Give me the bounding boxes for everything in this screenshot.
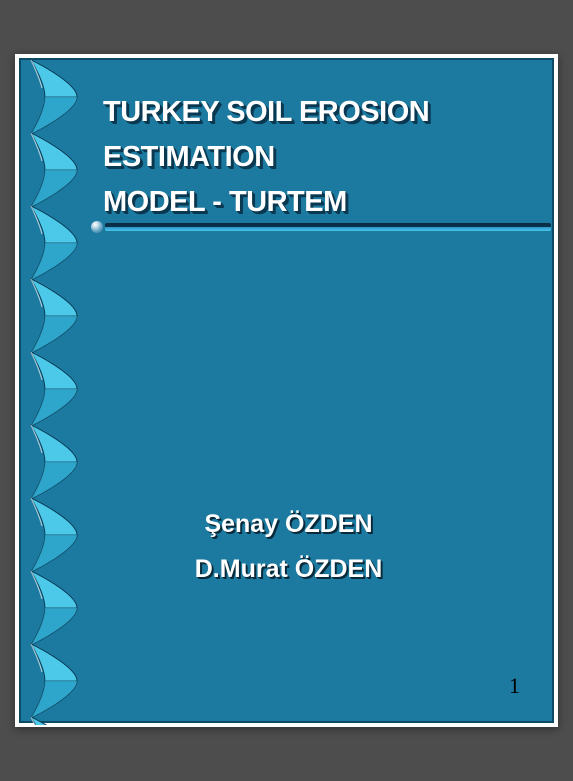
page-number: 1 — [509, 673, 520, 699]
author-2: D.Murat ÖZDEN — [21, 547, 556, 592]
ribbon-twist-icon — [25, 644, 83, 718]
ribbon-twist-icon — [25, 279, 83, 353]
title-line-1: TURKEY SOIL EROSION ESTIMATION — [103, 96, 429, 173]
ribbon-twist-icon — [25, 352, 83, 426]
title-line-2: MODEL - TURTEM — [103, 186, 347, 218]
authors-block: Şenay ÖZDEN D.Murat ÖZDEN — [21, 502, 556, 592]
ribbon-twist-icon — [25, 717, 83, 725]
ribbon-twist-icon — [25, 133, 83, 207]
author-1: Şenay ÖZDEN — [21, 502, 556, 547]
rule-dot-icon — [91, 221, 103, 233]
rule-bar — [105, 223, 551, 231]
slide: TURKEY SOIL EROSION ESTIMATION MODEL - T… — [19, 58, 554, 723]
horizontal-rule — [91, 220, 551, 234]
slide-title: TURKEY SOIL EROSION ESTIMATION MODEL - T… — [103, 90, 543, 225]
ribbon-decoration — [21, 60, 89, 725]
document-page: TURKEY SOIL EROSION ESTIMATION MODEL - T… — [15, 54, 558, 727]
ribbon-twist-icon — [25, 60, 83, 134]
ribbon-twist-icon — [25, 206, 83, 280]
ribbon-twist-icon — [25, 425, 83, 499]
